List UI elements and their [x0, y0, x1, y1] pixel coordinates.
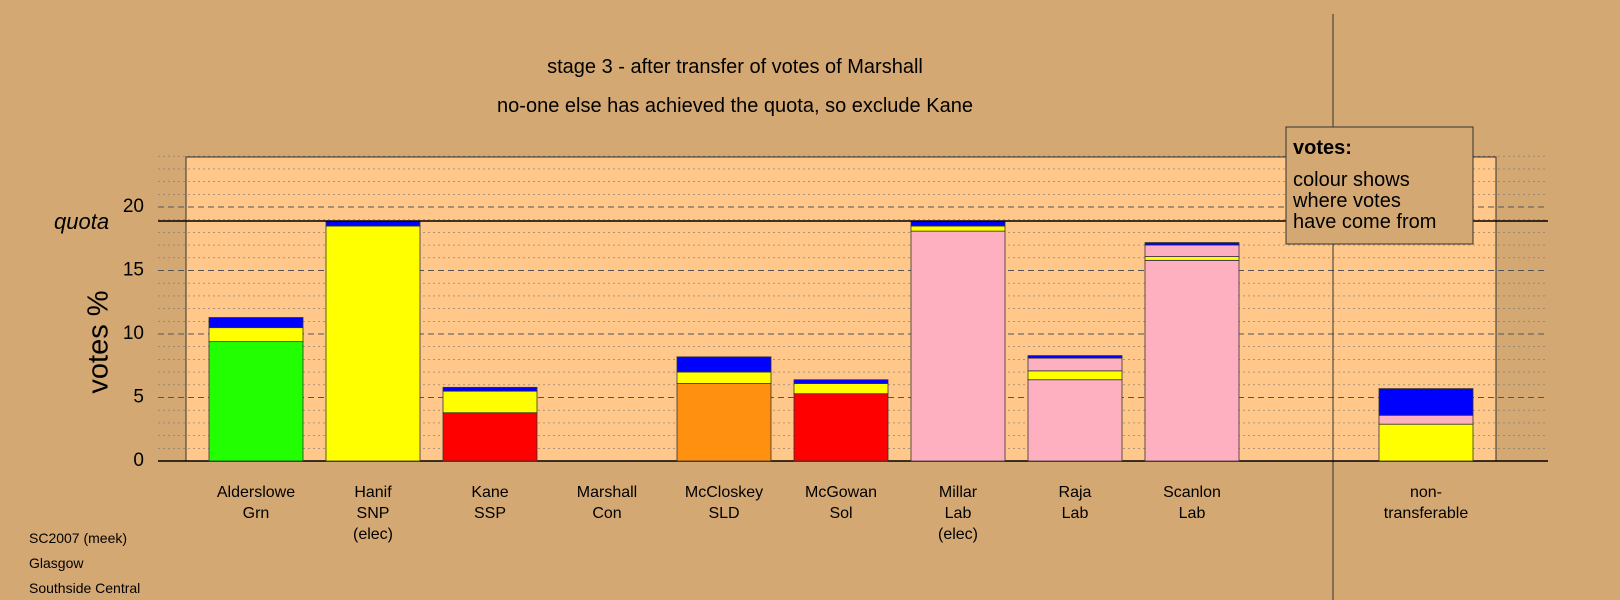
bar-segment [1027, 370, 1123, 381]
chart-subtitle: no-one else has achieved the quota, so e… [497, 95, 973, 117]
footer-election: SC2007 (meek) [29, 530, 128, 546]
bar-segment [910, 220, 1006, 227]
legend-line-2: where votes [1292, 190, 1401, 212]
legend-line-3: have come from [1293, 211, 1436, 233]
category-label: Marshall Con [577, 484, 637, 522]
bar-segment [442, 386, 538, 392]
bar-segment [208, 317, 304, 329]
y-axis-ticks: 0 5 10 15 20 [123, 196, 144, 471]
bar-segment [1144, 242, 1240, 246]
bar-segment [1027, 355, 1123, 359]
footer-region: Glasgow [29, 555, 84, 571]
bars [208, 220, 1474, 462]
category-label: McCloskey SLD [685, 484, 763, 522]
bar-segment [1027, 357, 1123, 372]
bar-stack [793, 379, 889, 462]
bar-stack [1027, 355, 1123, 462]
footer-constituency: Southside Central [29, 580, 141, 596]
category-label: Kane SSP [471, 484, 508, 522]
bar-segment [325, 225, 421, 462]
bar-segment [793, 383, 889, 395]
bar-stack [910, 220, 1006, 462]
bar-segment [208, 341, 304, 462]
legend-line-1: colour shows [1293, 169, 1410, 191]
y-tick-label: 5 [133, 387, 144, 408]
quota-label: quota [54, 209, 109, 234]
bar-segment [793, 379, 889, 384]
y-tick-label: 15 [123, 260, 144, 281]
category-label: Scanlon Lab [1163, 484, 1221, 522]
bar-stack [1144, 242, 1240, 462]
bar-segment [442, 412, 538, 462]
bar-segment [676, 356, 772, 373]
bar-segment [1144, 256, 1240, 261]
category-label: Raja Lab [1059, 484, 1092, 522]
bar-segment [1378, 423, 1474, 462]
y-tick-label: 10 [123, 323, 144, 344]
bar-segment [676, 383, 772, 462]
x-axis-labels: Alderslowe Grn Hanif SNP (elec) Kane SSP Marsha… [217, 484, 1468, 543]
bar-segment [910, 225, 1006, 232]
bar-segment [325, 220, 421, 227]
legend-title: votes: [1293, 137, 1352, 159]
category-label: Alderslowe Grn [217, 484, 295, 522]
bar-stack [325, 220, 421, 462]
bar-segment [1378, 388, 1474, 416]
bar-segment [676, 371, 772, 384]
y-axis-label: votes % [83, 290, 115, 393]
bar-stack [208, 317, 304, 462]
category-label: non-transferable [1384, 484, 1469, 522]
bar-stack [442, 386, 538, 462]
bar-segment [910, 230, 1006, 462]
bar-segment [1378, 414, 1474, 425]
y-tick-label: 0 [133, 450, 144, 471]
bar-stack [676, 356, 772, 462]
bar-segment [1144, 259, 1240, 462]
bar-segment [1027, 379, 1123, 462]
bar-segment [793, 393, 889, 462]
bar-segment [1144, 244, 1240, 257]
legend-box: votes: colour shows where votes have com… [1285, 126, 1474, 245]
bar-stack [1378, 388, 1474, 462]
bar-segment [442, 390, 538, 414]
category-label: Hanif SNP (elec) [353, 484, 393, 543]
bar-segment [208, 327, 304, 343]
y-tick-label: 20 [123, 196, 144, 217]
category-label: Millar Lab (elec) [938, 484, 978, 543]
category-label: McGowan Sol [805, 484, 877, 522]
chart-title: stage 3 - after transfer of votes of Mar… [547, 56, 923, 78]
